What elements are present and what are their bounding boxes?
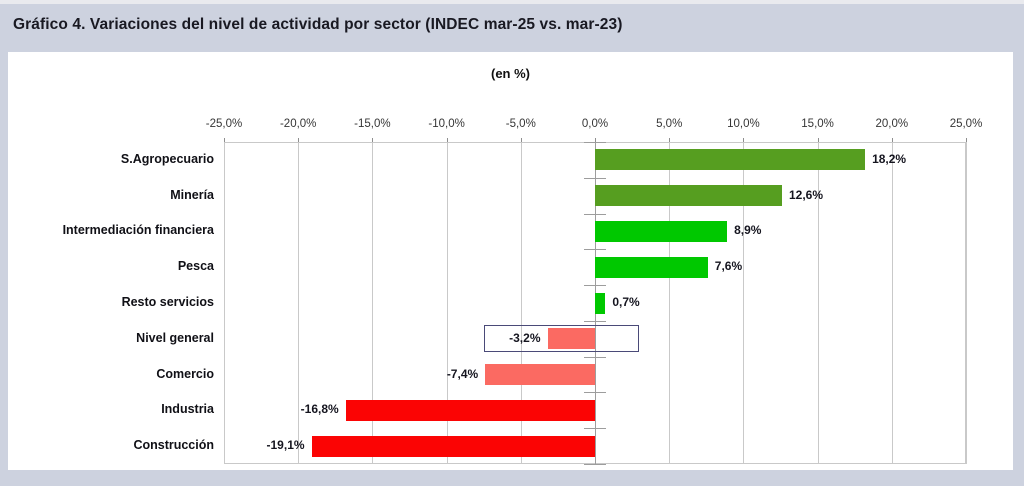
category-label: Industria <box>161 402 214 417</box>
x-tick-label: -5,0% <box>505 118 536 130</box>
top-strip <box>0 0 1024 4</box>
chart-plot-layer: -25,0% -20,0% -15,0% -10,0% -5,0% 0,0% 5,0% 10,… <box>8 52 1013 470</box>
category-axis-tick <box>584 285 606 287</box>
x-tick-label: 20,0% <box>875 118 909 130</box>
category-label: Nivel general <box>136 330 214 345</box>
bar-industria <box>345 399 595 421</box>
bar-comercio <box>485 364 595 386</box>
category-label: Resto servicios <box>121 295 214 309</box>
x-gridline <box>669 142 671 464</box>
x-gridline <box>298 142 300 464</box>
x-tick-label: 5,0% <box>656 118 683 130</box>
x-axis-tick-mark <box>224 138 225 142</box>
bar-value-label: 0,7% <box>612 295 640 309</box>
category-label: Pesca <box>177 259 214 274</box>
bar-value-label: 12,6% <box>788 187 823 202</box>
bar-construcci-n <box>311 435 595 457</box>
x-tick-label: -10,0% <box>428 118 465 130</box>
category-label: Intermediación financiera <box>62 223 214 238</box>
chart-panel: (en %) -25,0% -20,0% -15,0% -10,0% -5,0% 0,0%… <box>8 52 1013 470</box>
bar-value-label: 7,6% <box>714 259 743 274</box>
x-tick-label: 10,0% <box>727 118 760 130</box>
x-gridline <box>743 142 745 464</box>
highlight-box <box>484 324 639 352</box>
x-axis-tick-mark <box>446 138 448 142</box>
x-axis-tick-mark <box>817 138 819 142</box>
category-axis-tick <box>584 320 606 322</box>
x-axis-tick-mark <box>298 138 300 142</box>
bar-intermediaci-n-financiera <box>595 220 728 242</box>
x-axis-tick-mark <box>743 138 745 142</box>
bar-resto-servicios <box>595 292 606 314</box>
bar-miner-a <box>595 185 782 207</box>
category-axis-tick <box>584 356 606 358</box>
category-axis-tick <box>584 213 606 215</box>
x-gridline <box>817 142 819 464</box>
category-label: Comercio <box>156 366 214 381</box>
bar-value-label: -16,8% <box>300 402 339 417</box>
x-gridline <box>224 142 225 464</box>
category-axis-tick <box>584 428 606 430</box>
x-axis-tick-mark <box>891 138 893 142</box>
page-title: Gráfico 4. Variaciones del nivel de acti… <box>13 16 623 33</box>
category-axis-tick <box>584 142 606 143</box>
x-axis-tick-mark <box>520 138 522 142</box>
x-tick-label: 25,0% <box>949 118 983 130</box>
x-tick-label: 0,0% <box>581 118 609 130</box>
chart-subtitle: (en %) <box>491 66 530 81</box>
x-gridline <box>520 142 522 464</box>
x-gridline <box>966 142 967 464</box>
x-axis-tick-mark <box>595 138 596 142</box>
x-gridline <box>446 142 448 464</box>
category-axis-tick <box>584 177 606 179</box>
category-axis-tick <box>584 392 606 394</box>
x-tick-label: 15,0% <box>801 118 834 130</box>
bar-pesca <box>595 256 708 278</box>
x-tick-label: -15,0% <box>354 118 391 130</box>
bar-value-label: -19,1% <box>266 438 305 453</box>
category-label: Minería <box>170 187 214 202</box>
x-gridline <box>891 142 893 464</box>
category-label: Construcción <box>133 438 214 453</box>
x-axis-tick-mark <box>966 138 967 142</box>
bar-s-agropecuario <box>595 149 866 171</box>
x-tick-label: -25,0% <box>205 118 243 130</box>
bar-value-label: 18,2% <box>872 151 907 166</box>
category-axis-tick <box>584 249 606 251</box>
category-axis-tick <box>584 464 606 465</box>
bar-value-label: 8,9% <box>734 223 762 238</box>
x-gridline <box>372 142 374 464</box>
category-label: S.Agropecuario <box>120 151 214 166</box>
x-tick-label: -20,0% <box>279 118 317 130</box>
bar-nivel-general <box>547 328 595 350</box>
x-axis-tick-mark <box>669 138 671 142</box>
bar-value-label: -3,2% <box>509 330 541 345</box>
bar-value-label: -7,4% <box>446 366 479 381</box>
x-axis-tick-mark <box>372 138 374 142</box>
